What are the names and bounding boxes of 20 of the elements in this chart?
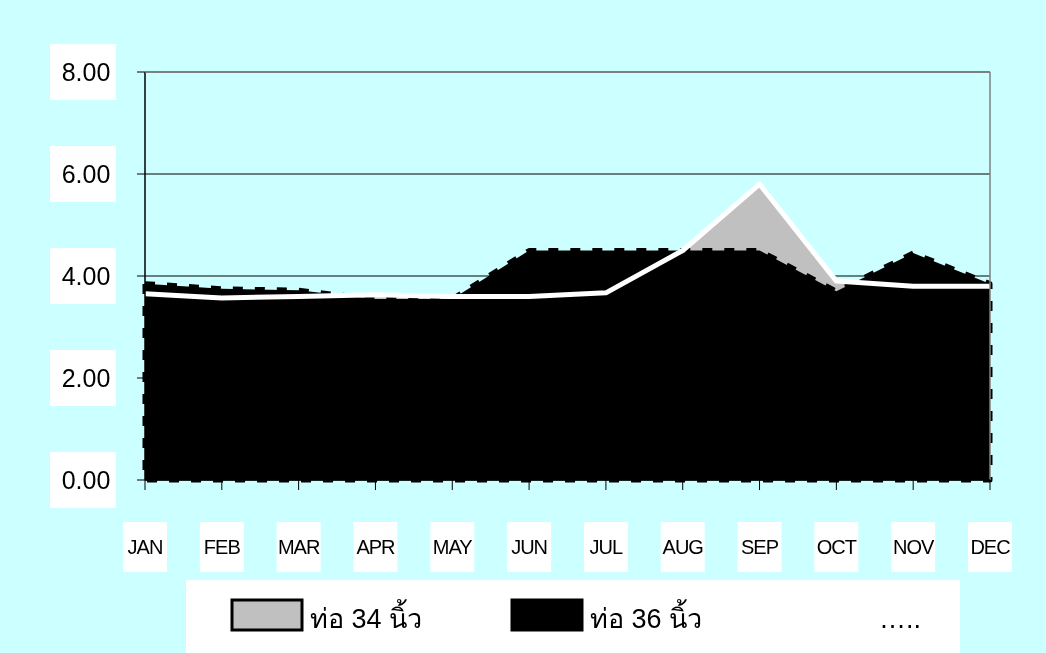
x-tick-label: FEB [203,536,241,558]
x-tick-label: DEC [970,536,1011,558]
x-tick-label: JUN [511,536,548,558]
y-tick-label: 4.00 [61,262,111,290]
y-tick-label: 2.00 [61,364,111,392]
legend-label: ท่อ 36 นิ้ว [590,599,703,634]
y-tick-label: 8.00 [61,58,111,86]
y-tick-label: 0.00 [61,466,111,494]
x-tick-label: JAN [127,536,163,558]
x-tick-label: AUG [662,536,704,558]
x-tick-label: SEP [741,536,779,558]
x-tick-label: MAY [432,536,473,558]
x-tick-label: APR [356,536,396,558]
y-tick-label: 6.00 [61,160,111,188]
x-tick-label: NOV [893,536,936,558]
x-tick-label: MAR [277,536,320,558]
text: ….. [878,604,922,634]
legend-label: ท่อ 34 นิ้ว [310,599,423,634]
x-tick-label: JUL [589,536,624,558]
x-tick-label: OCT [816,536,857,558]
